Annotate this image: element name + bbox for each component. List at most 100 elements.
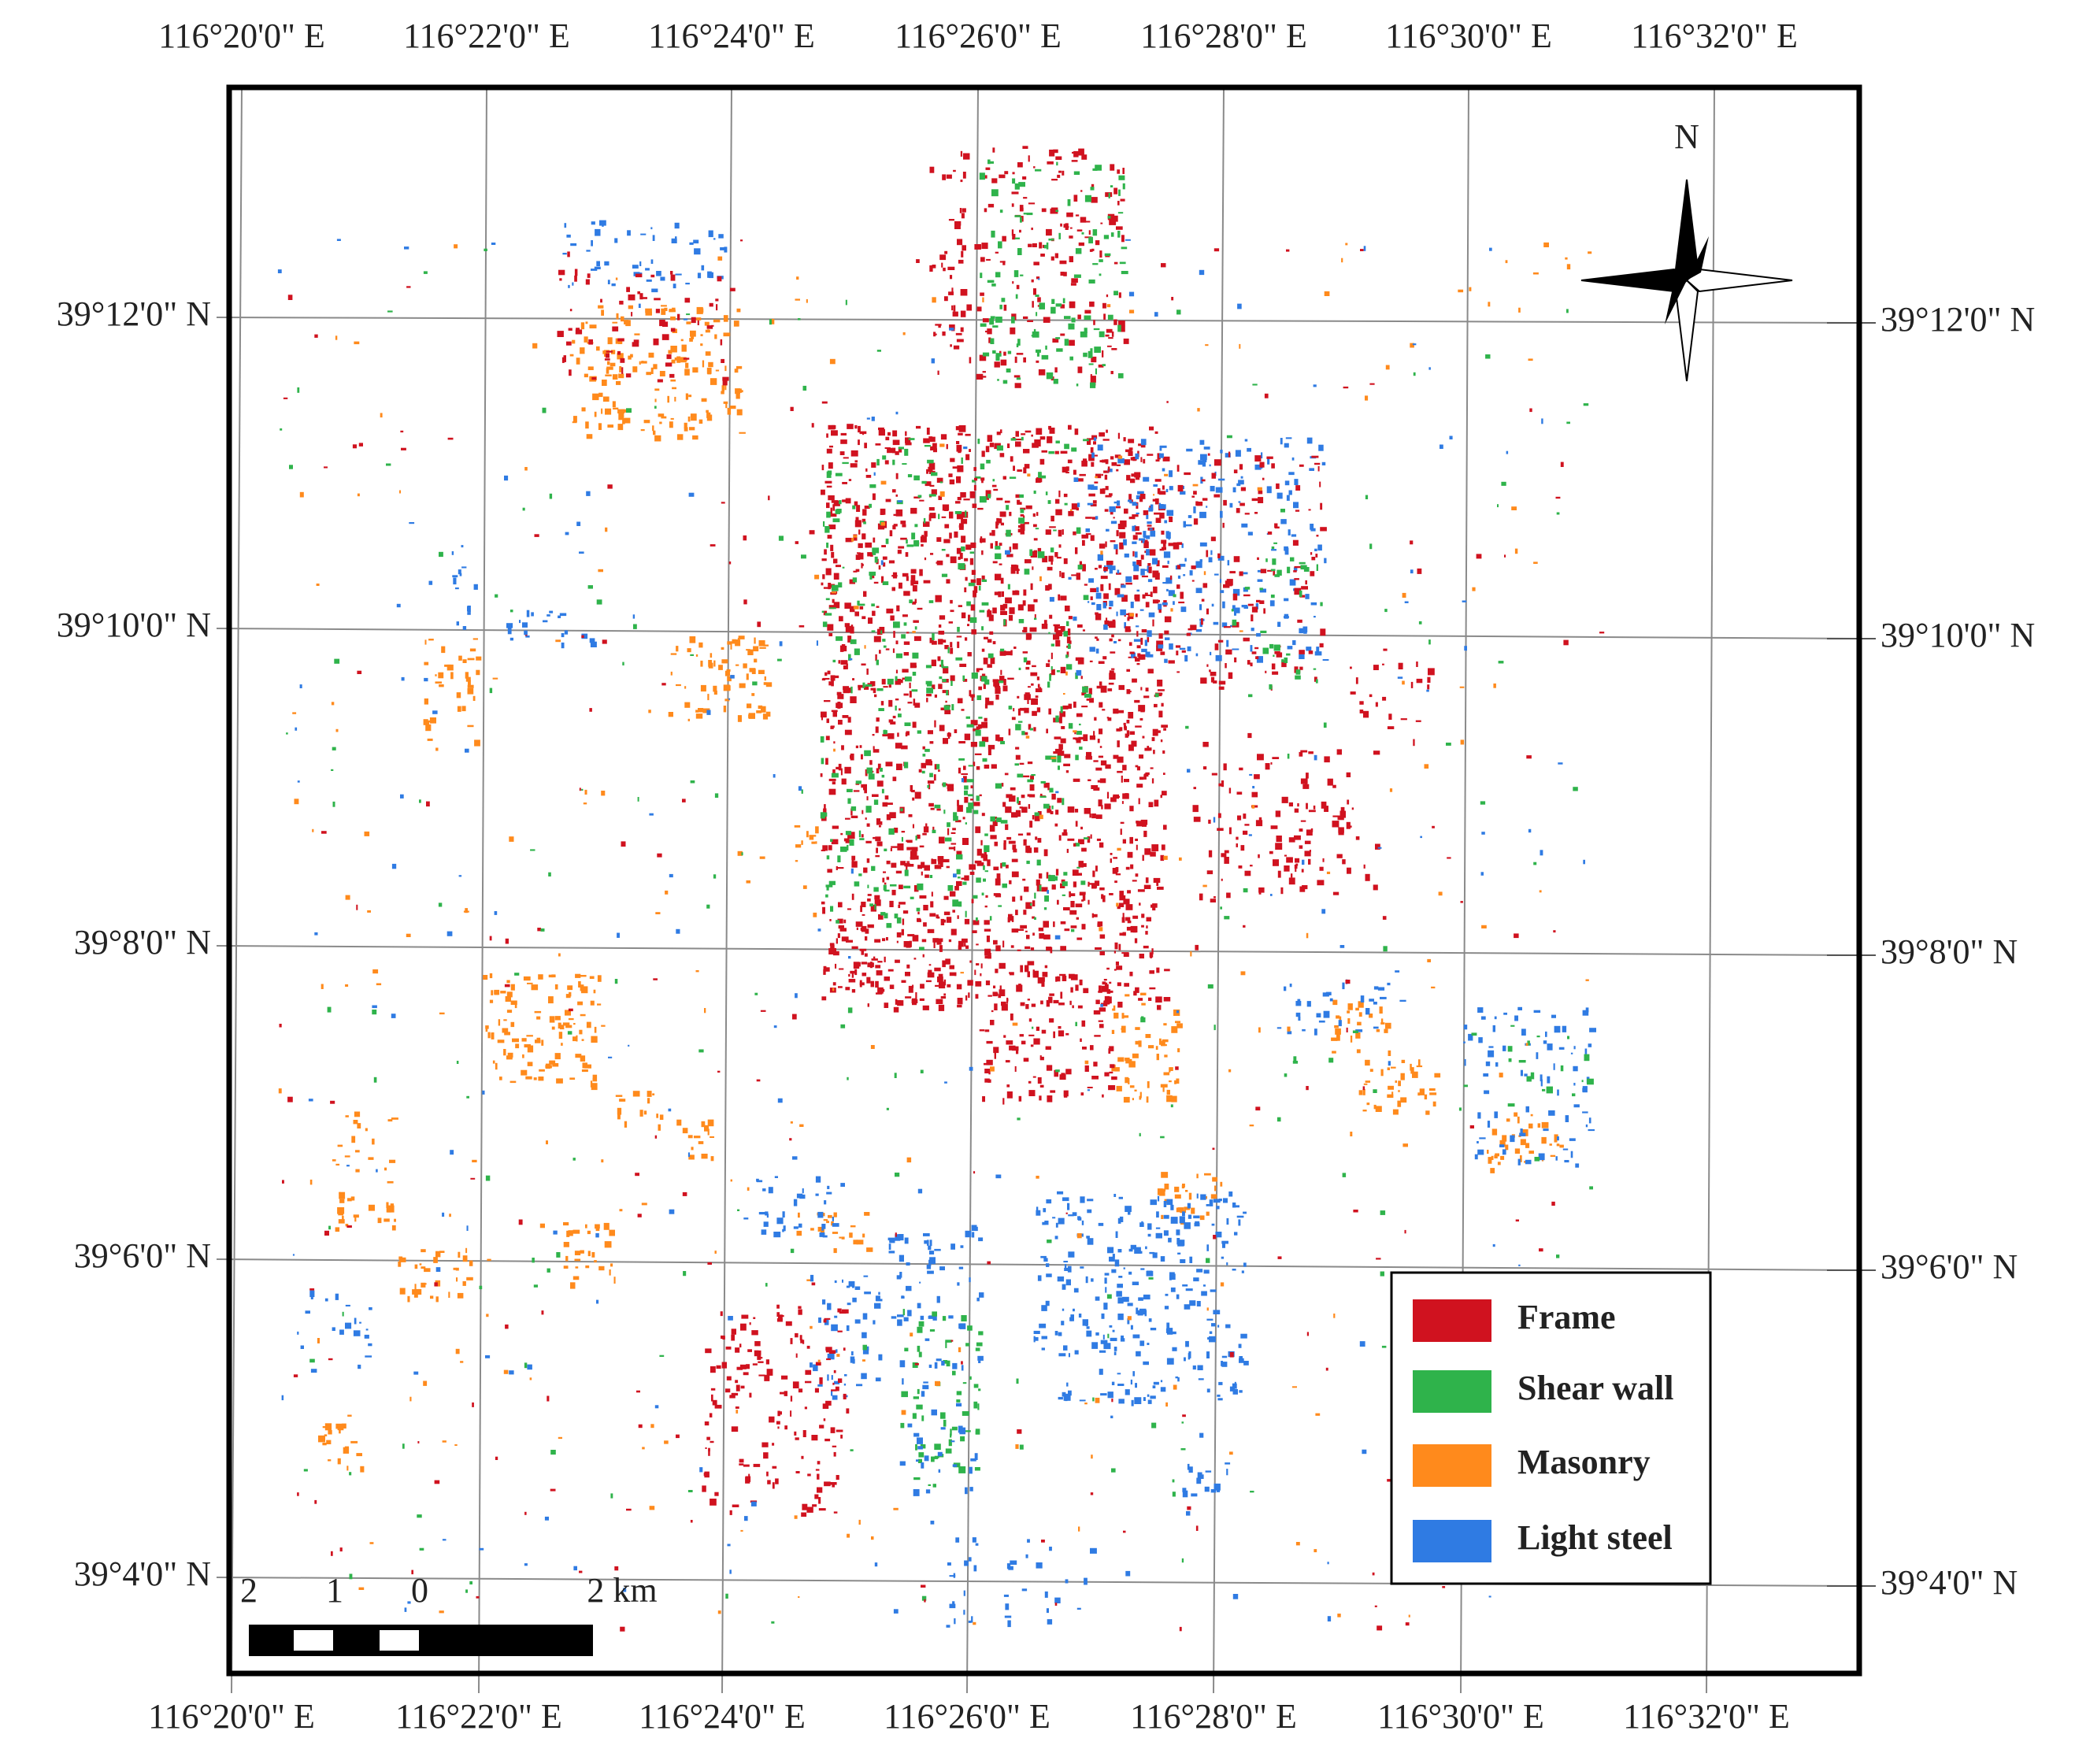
building — [1143, 830, 1147, 837]
building — [971, 1225, 977, 1231]
building — [984, 1029, 990, 1032]
building — [1362, 1110, 1367, 1112]
building — [640, 429, 645, 432]
building — [1054, 450, 1059, 454]
building — [947, 732, 951, 737]
building — [1089, 813, 1091, 818]
building — [526, 1035, 533, 1037]
building — [596, 261, 600, 267]
building — [838, 1378, 843, 1383]
building — [858, 552, 864, 560]
building — [1024, 707, 1029, 713]
building — [939, 861, 943, 867]
building — [1514, 1148, 1521, 1154]
building — [722, 379, 728, 386]
building — [951, 287, 954, 293]
building — [1007, 443, 1010, 448]
building — [1143, 476, 1150, 482]
building — [1053, 149, 1058, 154]
building — [940, 918, 945, 925]
building — [815, 1193, 819, 1196]
building — [986, 258, 991, 261]
building — [1309, 468, 1314, 471]
building — [1032, 513, 1036, 517]
building — [1210, 676, 1215, 683]
building — [871, 603, 875, 606]
building — [1132, 678, 1137, 683]
building — [1335, 1028, 1341, 1035]
building — [1570, 1052, 1573, 1054]
building — [1181, 650, 1186, 653]
building — [973, 802, 980, 806]
building — [913, 620, 919, 623]
building — [456, 621, 459, 626]
building — [1117, 464, 1121, 466]
building — [1177, 1048, 1180, 1053]
building — [965, 510, 967, 517]
building — [1017, 801, 1021, 806]
building — [1276, 492, 1283, 499]
building — [839, 1236, 842, 1239]
building — [1063, 907, 1070, 911]
building — [905, 552, 909, 557]
building — [558, 1022, 561, 1029]
building — [1015, 431, 1019, 437]
building — [891, 889, 896, 895]
building — [688, 1154, 695, 1160]
building — [944, 296, 948, 302]
building — [794, 1431, 797, 1436]
building — [861, 902, 866, 907]
building — [450, 672, 454, 680]
building — [1196, 1477, 1202, 1484]
building — [1148, 997, 1152, 1001]
building — [831, 1391, 833, 1396]
building — [584, 373, 588, 378]
building — [1400, 1073, 1405, 1080]
building — [1197, 408, 1200, 412]
building — [971, 695, 974, 701]
building — [737, 850, 743, 856]
building — [1526, 755, 1532, 759]
building — [943, 911, 950, 916]
building — [897, 1319, 902, 1326]
building — [515, 1043, 520, 1049]
building — [1373, 986, 1379, 990]
building — [1265, 763, 1270, 770]
building — [736, 365, 743, 369]
building — [854, 881, 860, 887]
building — [1336, 749, 1342, 755]
building — [1081, 460, 1088, 467]
building — [1030, 672, 1038, 676]
building — [931, 472, 938, 476]
building — [833, 1248, 837, 1254]
building — [917, 911, 920, 915]
building — [1130, 602, 1134, 609]
building — [1003, 843, 1006, 850]
building — [1133, 991, 1137, 996]
building — [929, 913, 936, 917]
building — [1005, 806, 1012, 813]
building — [873, 636, 881, 643]
building — [1106, 967, 1110, 970]
building — [1118, 321, 1125, 327]
building — [709, 1413, 713, 1418]
building — [1149, 987, 1156, 990]
building — [1093, 1010, 1101, 1015]
building — [279, 1024, 282, 1028]
building — [906, 839, 913, 843]
building — [1206, 1211, 1210, 1216]
building — [739, 1343, 742, 1347]
building — [943, 919, 947, 923]
building — [1091, 1278, 1094, 1282]
building — [1338, 830, 1344, 836]
building — [937, 1451, 943, 1457]
building — [954, 886, 959, 891]
building — [890, 615, 895, 621]
building — [468, 676, 471, 682]
building — [1025, 845, 1031, 853]
building — [1319, 643, 1324, 648]
building — [1300, 820, 1306, 822]
building — [575, 1054, 582, 1058]
building — [527, 1045, 534, 1053]
building — [1099, 1350, 1106, 1353]
